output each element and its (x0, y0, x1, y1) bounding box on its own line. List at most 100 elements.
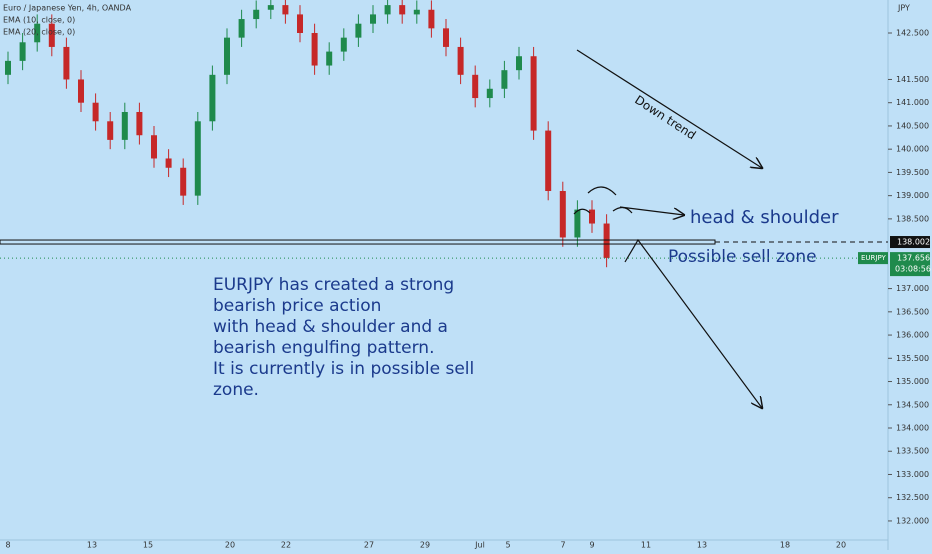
candle-body (165, 158, 172, 168)
x-tick-label: 27 (364, 541, 374, 550)
price-label: 137.656 (897, 254, 930, 263)
x-tick-label: 18 (780, 541, 790, 550)
candle-body (297, 14, 303, 33)
candle-body (370, 14, 376, 24)
pattern-note: head & shoulder (690, 207, 839, 228)
pattern-arrow (619, 206, 684, 215)
candle-body (530, 56, 537, 131)
candle-body (5, 60, 11, 75)
x-tick-label: 13 (87, 541, 97, 550)
y-tick-label: 135.500 (896, 354, 929, 363)
candle-body (428, 9, 435, 29)
candle-body (78, 79, 84, 103)
x-tick-label: 11 (641, 541, 651, 550)
y-tick-label: 139.000 (896, 191, 929, 200)
candle-body (413, 9, 420, 15)
body-note: zone. (213, 380, 259, 400)
candle-body (589, 209, 595, 224)
body-note: bearish price action (213, 296, 381, 316)
y-tick-label: 141.000 (896, 98, 929, 107)
candle-body (603, 223, 610, 258)
y-tick-label: 136.000 (896, 331, 929, 340)
legend-title: Euro / Japanese Yen, 4h, OANDA (3, 4, 132, 13)
candle-body (63, 46, 70, 80)
candle-body (107, 121, 114, 140)
currency-label: JPY (897, 4, 910, 13)
x-tick-label: 9 (589, 541, 594, 550)
y-tick-label: 132.000 (896, 516, 929, 525)
x-tick-label: 5 (505, 541, 510, 550)
x-tick-label: 22 (281, 541, 291, 550)
candle-body (180, 167, 187, 196)
body-note: It is currently is in possible sell (213, 359, 474, 379)
x-tick-label: 20 (836, 541, 846, 550)
symbol-label: EURJPY (861, 254, 887, 262)
candle-body (486, 88, 493, 99)
candle-body (151, 135, 157, 159)
candle-body (516, 56, 522, 71)
legend-ema10: EMA (10, close, 0) (3, 16, 75, 25)
candle-body (340, 37, 347, 52)
candle-body (224, 37, 230, 75)
candle-body (194, 121, 201, 196)
level-label: 138.002 (897, 238, 930, 247)
candle-body (574, 209, 581, 238)
y-tick-label: 135.000 (896, 377, 929, 386)
candle-body (282, 5, 289, 15)
body-note: bearish engulfing pattern. (213, 338, 434, 358)
y-tick-label: 139.500 (896, 168, 929, 177)
candle-body (34, 23, 41, 43)
candle-body (443, 28, 449, 47)
zone-note: Possible sell zone (668, 247, 817, 267)
x-tick-label: 20 (225, 541, 235, 550)
candle-body (238, 19, 245, 38)
candle-body (253, 9, 260, 20)
y-tick-label: 134.000 (896, 424, 929, 433)
y-tick-label: 140.000 (896, 145, 929, 154)
countdown: 03:08:56 (895, 265, 931, 274)
x-tick-label: 29 (420, 541, 430, 550)
symbol-tag (858, 252, 888, 265)
candle-body (209, 74, 216, 122)
candle-body (545, 130, 552, 191)
candle-body (457, 46, 464, 75)
y-tick-label: 132.500 (896, 493, 929, 502)
candle-body (559, 190, 566, 238)
candle-body (48, 23, 55, 47)
trend-arrow (576, 49, 762, 168)
legend-ema20: EMA (20, close, 0) (3, 28, 75, 37)
candle-body (399, 5, 406, 15)
candle-body (19, 42, 26, 61)
y-tick-label: 141.500 (896, 75, 929, 84)
candle-body (136, 111, 143, 136)
y-tick-label: 140.500 (896, 121, 929, 130)
y-tick-label: 142.500 (896, 28, 929, 37)
x-tick-label: 8 (5, 541, 10, 550)
body-note: with head & shoulder and a (213, 317, 448, 337)
y-tick-label: 137.000 (896, 284, 929, 293)
x-tick-label: 7 (560, 541, 565, 550)
y-tick-label: 134.500 (896, 400, 929, 409)
candle-body (121, 111, 128, 140)
x-tick-label: Jul (474, 541, 485, 550)
candle-body (384, 5, 391, 15)
candle-body (267, 5, 274, 10)
y-tick-label: 136.500 (896, 307, 929, 316)
body-note: EURJPY has created a strong (213, 275, 454, 295)
y-tick-label: 133.500 (896, 447, 929, 456)
candle-body (326, 51, 333, 66)
candle-body (501, 70, 508, 89)
level-tag (890, 236, 930, 249)
candle-body (355, 23, 362, 38)
x-tick-label: 15 (143, 541, 153, 550)
candle-body (311, 32, 318, 66)
candle-body (92, 102, 99, 122)
candle-body (472, 74, 479, 99)
shoulder-arcs (573, 186, 633, 215)
y-tick-label: 138.500 (896, 214, 929, 223)
plot-area (5, 0, 610, 268)
x-tick-label: 13 (697, 541, 707, 550)
price-tag (890, 252, 930, 277)
